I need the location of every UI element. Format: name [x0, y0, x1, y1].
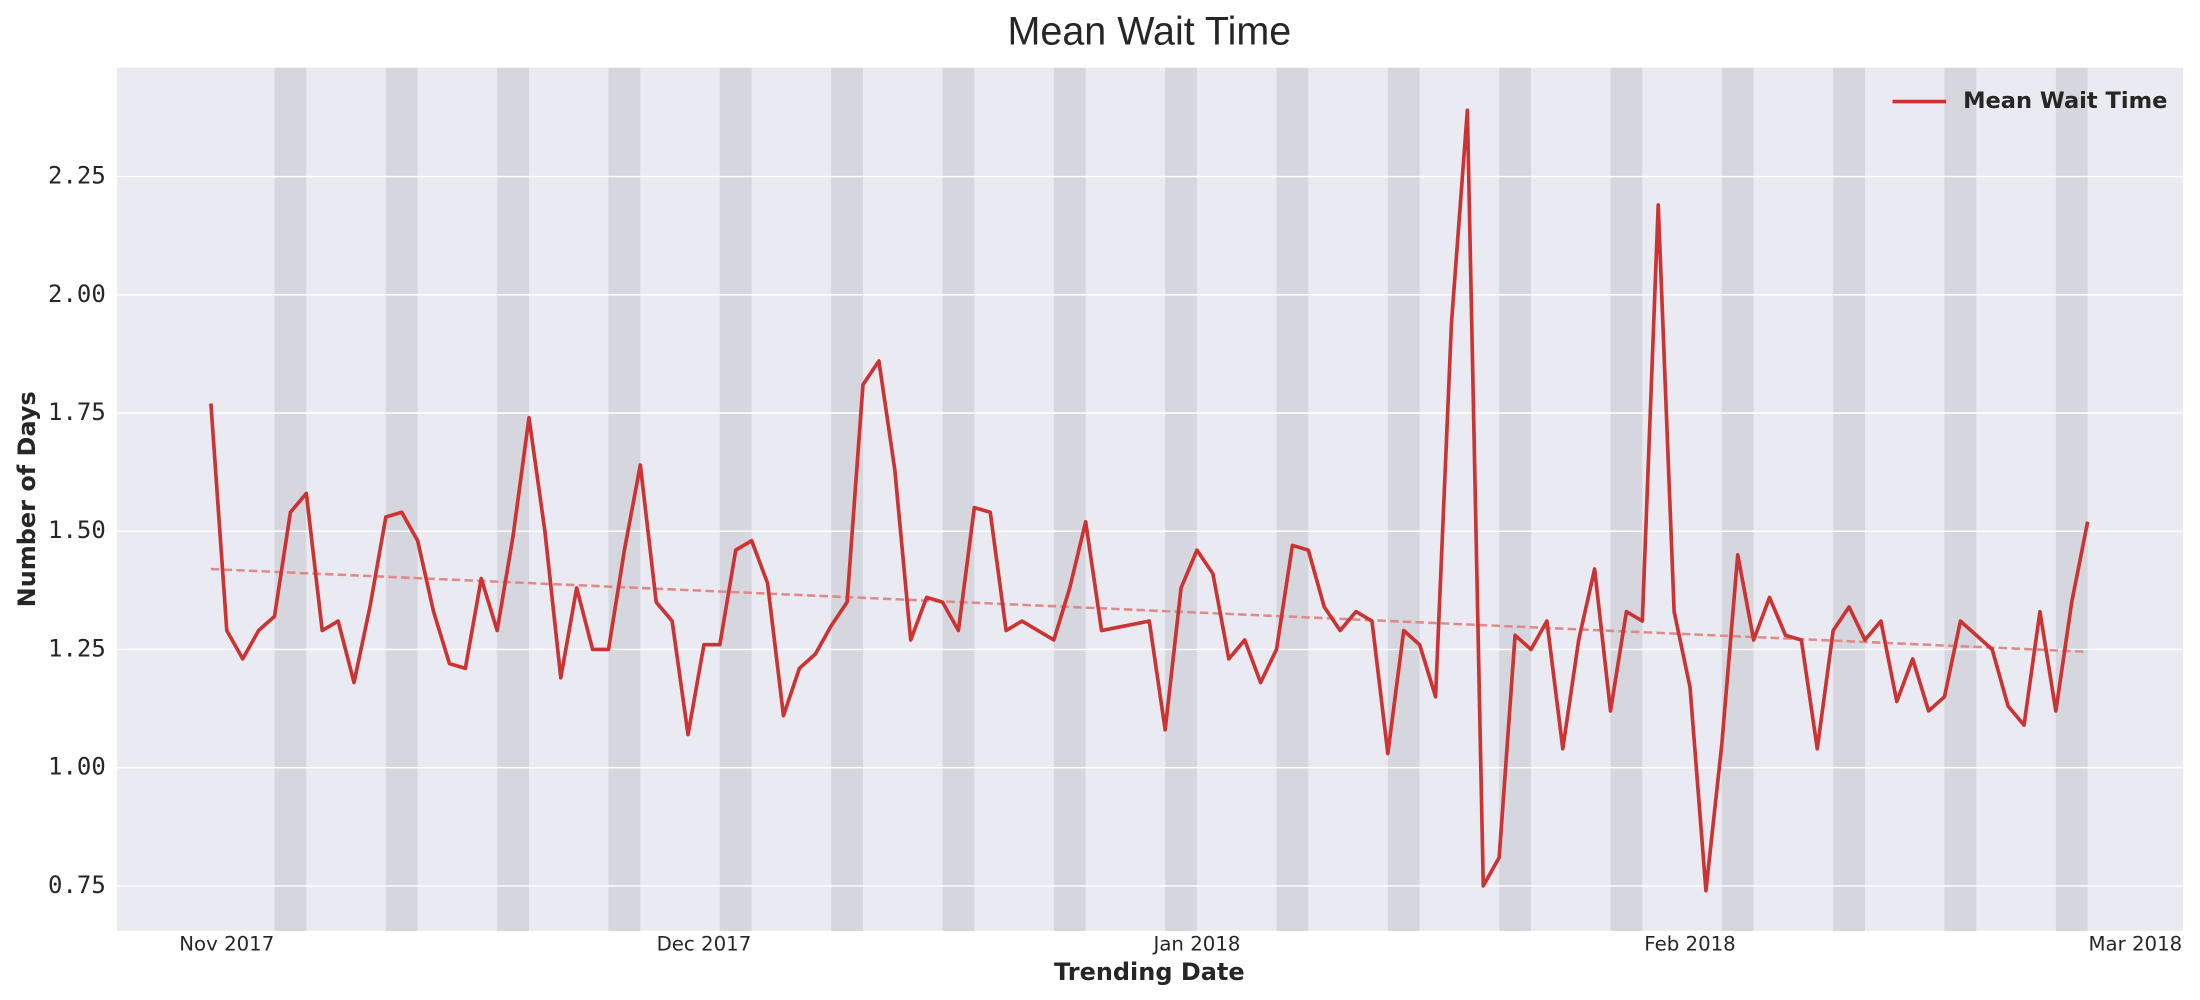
marks	[209, 108, 2090, 893]
weekend-band	[719, 67, 752, 931]
plot-background	[117, 67, 2184, 931]
x-tick-label: Jan 2018	[1152, 932, 1241, 955]
weekend-band	[497, 67, 529, 931]
weekend-band	[2055, 67, 2088, 931]
weekend-band	[1944, 67, 1977, 931]
x-tick-label: Dec 2017	[657, 932, 752, 955]
y-tick-label: 2.25	[48, 162, 106, 190]
trend-line	[210, 567, 2088, 654]
grid	[117, 175, 2184, 887]
y-axis-label: Number of Days	[13, 391, 41, 607]
y-tick-label: 1.25	[48, 634, 106, 662]
labels: 0.75 1.00 1.25 1.50 1.75 2.00 2.25 Nov 2017 Dec …	[48, 162, 2182, 956]
weekend-bands	[274, 67, 2088, 931]
legend-label: Mean Wait Time	[1963, 88, 2167, 114]
weekend-band	[1610, 67, 1643, 931]
y-tick-label: 2.00	[48, 280, 106, 308]
weekend-band	[1721, 67, 1754, 931]
weekend-band	[831, 67, 863, 931]
x-axis-label: Trending Date	[1054, 958, 1245, 986]
series-line	[209, 108, 2090, 893]
weekend-band	[1165, 67, 1197, 931]
weekend-band	[1053, 67, 1086, 931]
weekend-band	[942, 67, 975, 931]
x-tick-label: Feb 2018	[1644, 932, 1735, 955]
x-tick-label: Mar 2018	[2088, 932, 2182, 955]
weekend-band	[1387, 67, 1420, 931]
y-tick-label: 0.75	[48, 871, 106, 899]
y-tick-label: 1.75	[48, 398, 106, 426]
weekend-band	[1833, 67, 1865, 931]
legend: Mean Wait Time	[1892, 88, 2167, 114]
y-tick-label: 1.00	[48, 753, 106, 781]
weekend-band	[385, 67, 418, 931]
x-tick-label: Nov 2017	[179, 932, 274, 955]
chart-title: Mean Wait Time	[1008, 9, 1292, 53]
weekend-band	[1276, 67, 1309, 931]
y-tick-label: 1.50	[48, 516, 106, 544]
